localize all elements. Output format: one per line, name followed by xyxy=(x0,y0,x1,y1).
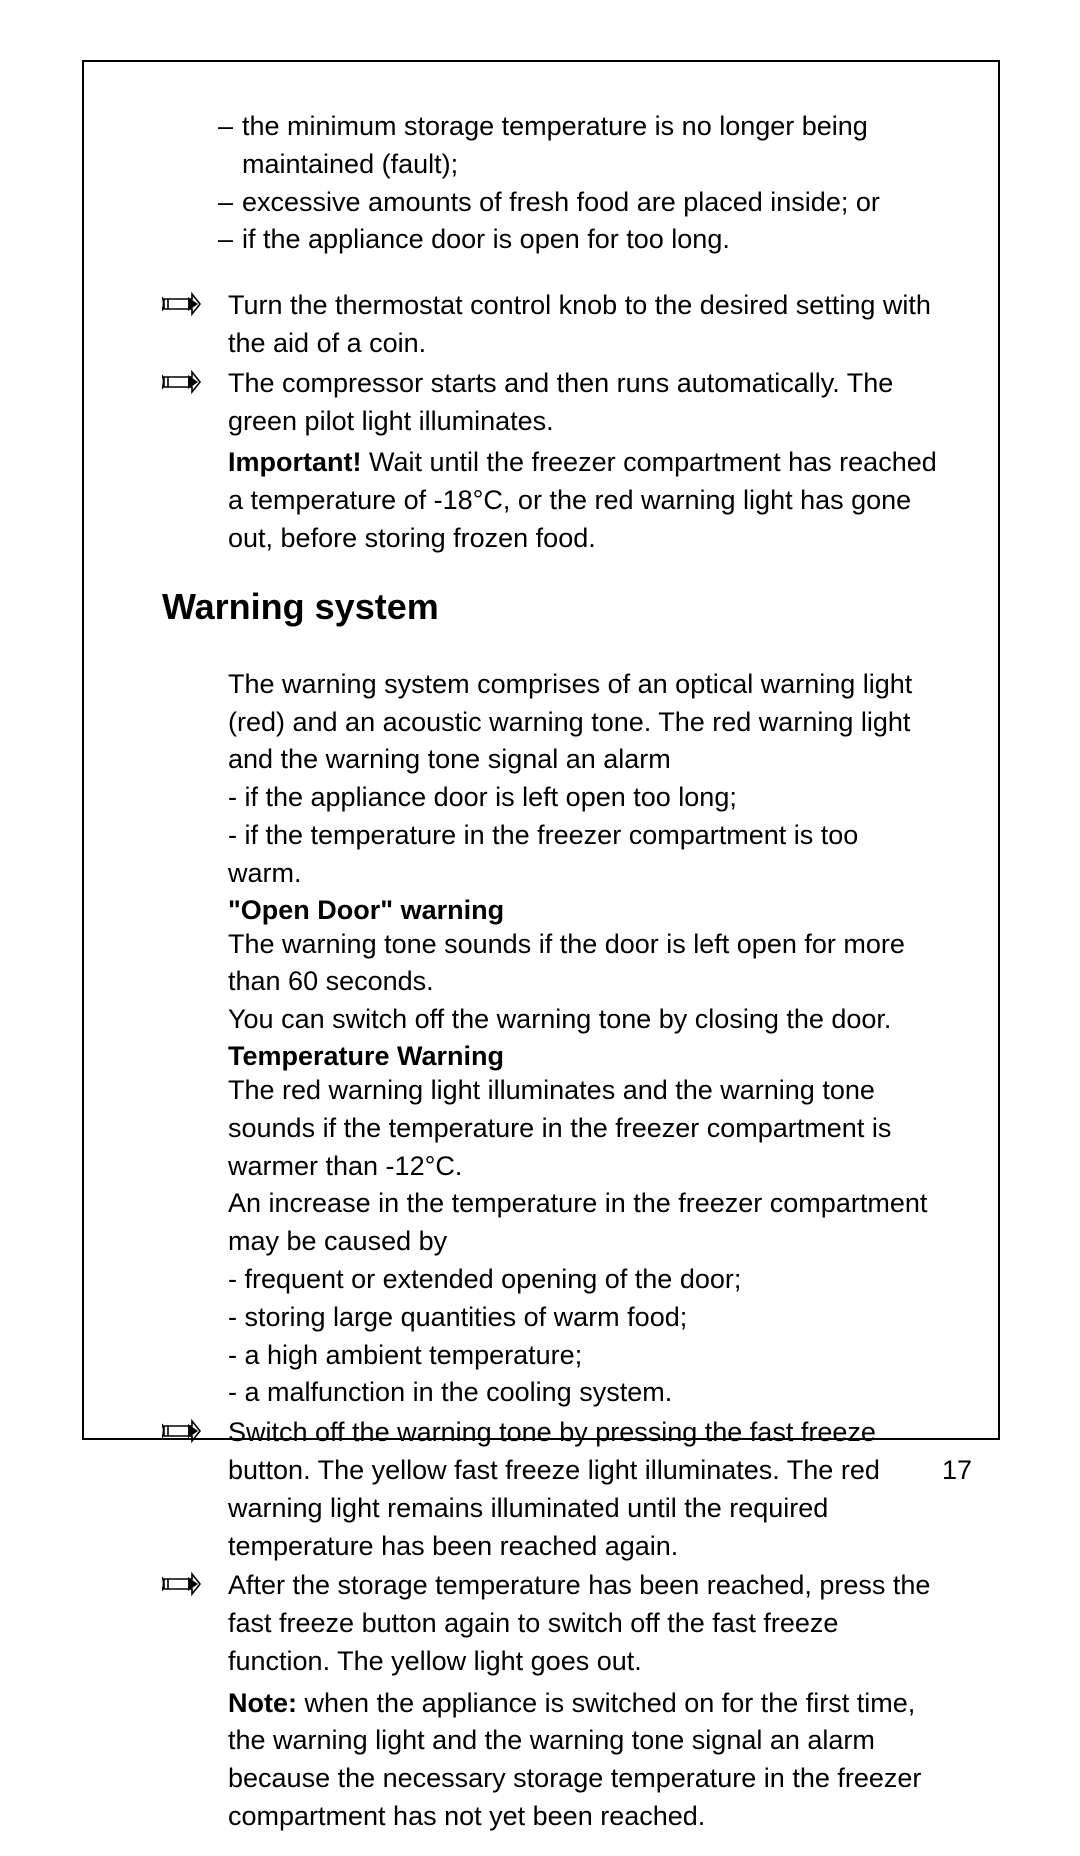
page-frame: the minimum storage temperature is no lo… xyxy=(82,60,1000,1440)
subheading-temperature: Temperature Warning xyxy=(162,1041,938,1072)
action-row: Switch off the warning tone by pressing … xyxy=(162,1414,938,1565)
bullet-item: if the appliance door is open for too lo… xyxy=(242,221,938,259)
action-row: After the storage temperature has been r… xyxy=(162,1567,938,1680)
top-bullet-list: the minimum storage temperature is no lo… xyxy=(162,108,938,259)
hand-pointing-icon xyxy=(162,291,204,322)
temperature-text: The red warning light illuminates and th… xyxy=(162,1072,938,1185)
hand-pointing-icon xyxy=(162,1571,204,1602)
note-block: Note: when the appliance is switched on … xyxy=(162,1685,938,1836)
important-label: Important! xyxy=(228,447,361,477)
action-row: The compressor starts and then runs auto… xyxy=(162,365,938,441)
action-text: Turn the thermostat control knob to the … xyxy=(228,287,938,363)
action-text: After the storage temperature has been r… xyxy=(228,1567,938,1680)
action-text: Switch off the warning tone by pressing … xyxy=(228,1414,938,1565)
action-text: The compressor starts and then runs auto… xyxy=(228,365,938,441)
bullet-item: the minimum storage temperature is no lo… xyxy=(242,108,938,184)
note-label: Note: xyxy=(228,1688,297,1718)
temperature-cause: - a malfunction in the cooling system. xyxy=(162,1374,938,1412)
temperature-cause: - storing large quantities of warm food; xyxy=(162,1299,938,1337)
temperature-cause: - a high ambient temperature; xyxy=(162,1337,938,1375)
content-area: the minimum storage temperature is no lo… xyxy=(84,62,998,1856)
warning-intro: The warning system comprises of an optic… xyxy=(162,666,938,779)
section-title: Warning system xyxy=(162,586,938,628)
note-text: when the appliance is switched on for th… xyxy=(228,1688,921,1831)
open-door-text: You can switch off the warning tone by c… xyxy=(162,1001,938,1039)
temperature-cause: - frequent or extended opening of the do… xyxy=(162,1261,938,1299)
hand-pointing-icon xyxy=(162,369,204,400)
page-number: 17 xyxy=(942,1455,972,1486)
temperature-text: An increase in the temperature in the fr… xyxy=(162,1185,938,1261)
bullet-item: excessive amounts of fresh food are plac… xyxy=(242,184,938,222)
action-row: Turn the thermostat control knob to the … xyxy=(162,287,938,363)
subheading-open-door: "Open Door" warning xyxy=(162,895,938,926)
open-door-text: The warning tone sounds if the door is l… xyxy=(162,926,938,1002)
warning-list-item: - if the temperature in the freezer comp… xyxy=(162,817,938,893)
warning-list-item: - if the appliance door is left open too… xyxy=(162,779,938,817)
important-note: Important! Wait until the freezer compar… xyxy=(162,444,938,557)
hand-pointing-icon xyxy=(162,1418,204,1449)
